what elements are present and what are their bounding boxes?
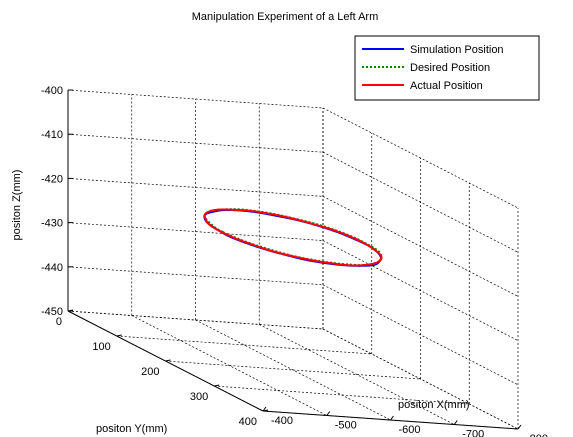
z-tick-label: -420 [41, 173, 63, 185]
grid-line [322, 107, 519, 209]
y-tick-label: 400 [239, 416, 257, 428]
grid [67, 89, 519, 430]
x-tick [390, 415, 394, 421]
legend-label: Actual Position [410, 80, 483, 92]
x-tick [262, 406, 267, 412]
y-tick-label: 200 [141, 366, 159, 378]
y-tick [214, 384, 220, 387]
z-axis-label: positon Z(mm) [11, 170, 23, 241]
legend: Simulation Position Desired Position Actua… [354, 35, 540, 101]
grid-line [67, 266, 324, 286]
y-tick [165, 359, 171, 362]
chart-title: Manipulation Experiment of a Left Arm [192, 11, 378, 23]
axes [67, 89, 522, 430]
legend-label: Simulation Position [410, 44, 504, 56]
x-tick-label: -800 [526, 433, 548, 437]
legend-label: Desired Position [410, 62, 490, 74]
z-tick-label: -450 [41, 306, 63, 318]
grid-line [131, 315, 327, 416]
x-tick [453, 420, 458, 425]
grid-line [165, 360, 421, 380]
grid-line [322, 240, 519, 341]
grid-line [322, 151, 519, 253]
grid-line [116, 335, 372, 355]
x-tick-label: -500 [335, 420, 357, 432]
grid-line [67, 89, 324, 109]
x-tick-label: -700 [462, 429, 484, 437]
series-line [203, 208, 383, 267]
grid-line [67, 178, 324, 197]
y-tick-label: 0 [56, 316, 62, 328]
grid-line [67, 310, 324, 330]
grid-line [322, 284, 519, 386]
y-tick [116, 334, 122, 337]
z-tick-label: -410 [41, 129, 63, 141]
grid-line [67, 222, 324, 241]
grid-line [322, 196, 519, 297]
plot-area [203, 208, 383, 267]
z-tick-label: -440 [41, 262, 63, 274]
y-axis-label: positon Y(mm) [96, 423, 167, 435]
legend-box [354, 35, 540, 101]
grid-line [322, 328, 519, 430]
x-axis-label: positon X(mm) [398, 399, 470, 411]
z-tick-label: -400 [41, 85, 63, 97]
y-tick-label: 100 [92, 341, 110, 353]
y-tick-label: 300 [190, 391, 208, 403]
grid-line [67, 133, 324, 153]
x-tick-label: -600 [399, 424, 421, 436]
x-tick [517, 424, 522, 430]
y-tick [262, 409, 269, 412]
x-tick [326, 411, 331, 416]
tick-labels: -400 -500 -600 -700 -800 0 100 200 300 400 -400 -41… [41, 85, 548, 437]
grid-line [259, 324, 455, 425]
grid-line [214, 385, 470, 405]
grid-line [195, 319, 391, 421]
x-tick-label: -400 [271, 415, 293, 427]
z-tick-label: -430 [41, 218, 63, 230]
